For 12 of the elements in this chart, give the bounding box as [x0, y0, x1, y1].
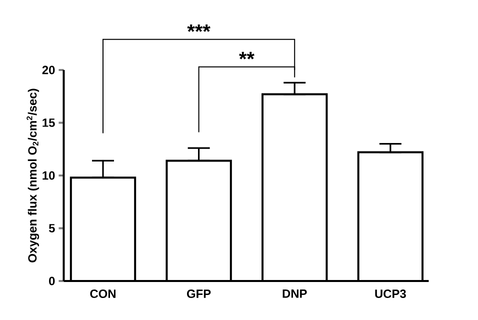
- y-tick-label: 0: [49, 276, 55, 286]
- x-tick-label: DNP: [282, 290, 307, 298]
- y-tick-label: 5: [48, 224, 55, 232]
- text: **: [239, 52, 254, 60]
- x-tick-label: GFP: [187, 290, 211, 298]
- x-tick-label: UCP3: [375, 290, 406, 298]
- y-tick-label: 20: [42, 66, 55, 74]
- text: ***: [187, 24, 210, 32]
- x-tick-label: CON: [90, 290, 116, 298]
- y-axis-title: Oxygen flux (nmol O$_{2}$/cm$^{2}$/sec): [26, 88, 40, 262]
- y-tick-label: 15: [42, 118, 55, 127]
- y-tick-label: 10: [42, 171, 55, 180]
